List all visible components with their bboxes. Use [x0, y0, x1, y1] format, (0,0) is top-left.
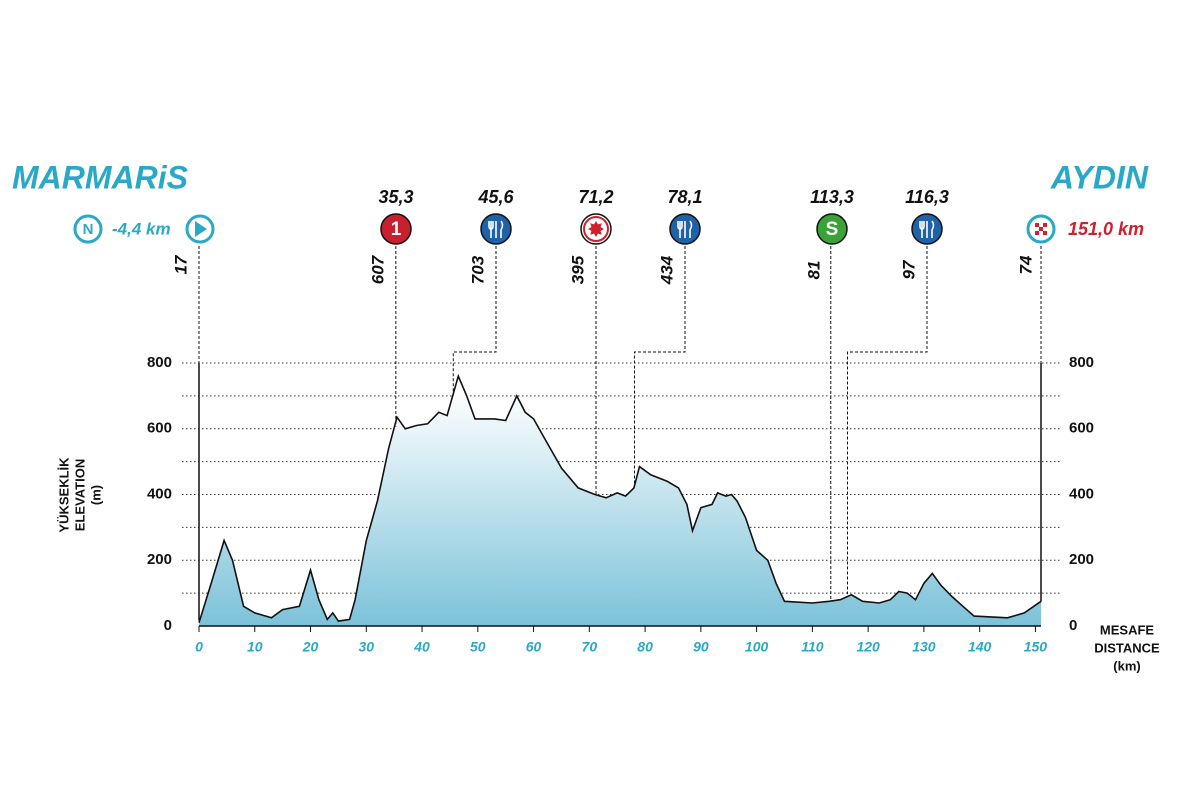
checkpoint-km: 45,6: [477, 187, 514, 207]
start-name: MARMARiS: [12, 159, 189, 195]
neutral-icon: [73, 214, 103, 244]
neutral-symbol: N: [83, 221, 94, 238]
y-tick-label-right: 600: [1069, 420, 1094, 437]
start-elevation: 17: [171, 254, 190, 274]
checkpoint-km: 116,3: [905, 187, 949, 207]
checkpoint-icon-feed: [488, 220, 504, 238]
checkpoint-line: [452, 246, 497, 395]
checkpoint-elevation: 434: [657, 255, 676, 285]
x-tick-label: 50: [470, 639, 486, 655]
x-axis-label: MESAFE: [1100, 622, 1155, 637]
y-tick-label: 800: [147, 354, 172, 371]
x-tick-label: 110: [801, 639, 824, 655]
finish-elevation: 74: [1016, 255, 1035, 274]
x-axis-label: DISTANCE: [1094, 640, 1160, 655]
x-tick-label: 40: [413, 639, 430, 655]
checkpoint-km: 71,2: [578, 187, 613, 207]
x-tick-label: 20: [302, 639, 319, 655]
y-tick-label-right: 0: [1069, 617, 1077, 634]
checkpoint-elevation: 607: [368, 254, 387, 284]
checkpoint-km: 35,3: [378, 187, 413, 207]
x-tick-label: 80: [637, 639, 653, 655]
x-tick-label: 150: [1024, 639, 1048, 655]
checkpoint-symbol: S: [826, 219, 839, 240]
x-tick-label: 120: [856, 639, 880, 655]
checkpoint-elevation: 703: [468, 255, 487, 284]
finish-flag: [1035, 223, 1047, 235]
y-tick-label: 200: [147, 551, 172, 568]
y-tick-label: 400: [147, 485, 172, 502]
checkpoint-icon-feed: [677, 220, 693, 238]
neutral-distance: -4,4 km: [112, 219, 171, 238]
x-tick-label: 140: [968, 639, 992, 655]
checkpoint-km: 113,3: [810, 187, 854, 207]
x-tick-label: 90: [693, 639, 709, 655]
x-tick-label: 60: [526, 639, 542, 655]
y-tick-label: 600: [147, 420, 172, 437]
finish-distance: 151,0 km: [1068, 219, 1144, 239]
y-tick-label-right: 400: [1069, 485, 1094, 502]
x-tick-label: 70: [582, 639, 598, 655]
x-tick-label: 30: [358, 639, 374, 655]
x-tick-label: 130: [912, 639, 936, 655]
checkpoint-line: [633, 246, 686, 484]
x-tick-label: 0: [195, 639, 203, 655]
elevation-line: [198, 373, 1042, 623]
finish-name: AYDIN: [1050, 159, 1149, 195]
checkpoint-elevation: 81: [804, 261, 823, 280]
checkpoint-icon: [816, 213, 848, 245]
checkpoint-elevation: 97: [899, 259, 918, 279]
start-icon-play: [195, 221, 207, 237]
x-axis-label: (km): [1113, 658, 1140, 673]
y-tick-label: 0: [164, 617, 172, 634]
x-tick-label: 100: [745, 639, 769, 655]
checkpoint-km: 78,1: [667, 187, 702, 207]
checkpoint-line: [847, 246, 928, 595]
y-tick-label-right: 800: [1069, 354, 1094, 371]
checkpoint-icon-feed: [919, 220, 935, 238]
checkpoint-elevation: 395: [568, 255, 587, 284]
elevation-area: [199, 376, 1041, 626]
checkpoint-icon: [380, 213, 412, 245]
checkpoint-symbol: 1: [391, 219, 402, 240]
y-axis-label: (m): [88, 485, 103, 505]
x-tick-label: 10: [247, 639, 263, 655]
checkpoint-icon-star: [588, 221, 604, 237]
y-tick-label-right: 200: [1069, 551, 1094, 568]
y-axis-label: ELEVATION: [72, 459, 87, 531]
y-axis-label: YÜKSEKLİK: [56, 457, 71, 533]
